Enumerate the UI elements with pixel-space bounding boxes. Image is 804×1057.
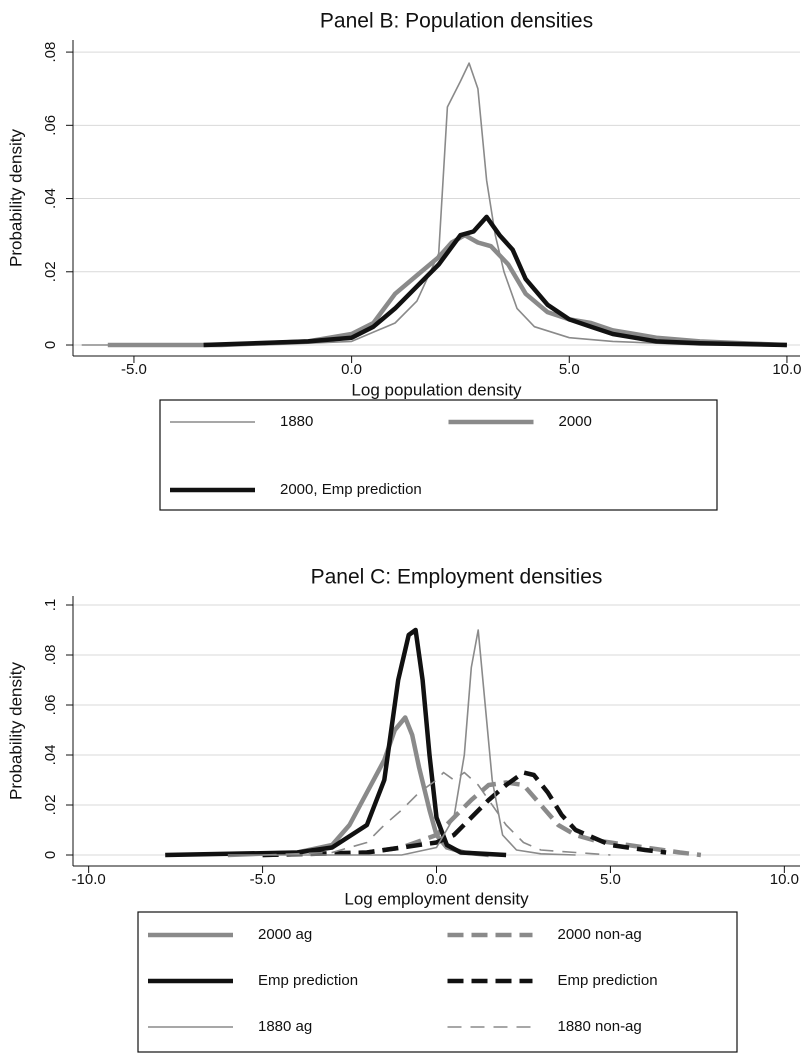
x-tick-label: -5.0 xyxy=(250,871,276,888)
legend-box xyxy=(159,399,718,511)
chart-title: Panel C: Employment densities xyxy=(311,566,603,589)
series-line xyxy=(262,770,667,858)
y-axis-label: Probability density xyxy=(6,129,25,267)
x-tick-label: 5.0 xyxy=(559,361,580,378)
legend-label: Emp prediction xyxy=(258,972,358,989)
y-tick-label: .02 xyxy=(42,261,59,282)
series-line xyxy=(107,232,787,348)
legend-label: Emp prediction xyxy=(558,972,658,989)
y-tick-label: 0 xyxy=(42,341,59,349)
y-tick-label: .08 xyxy=(42,645,59,666)
x-tick-label: 10.0 xyxy=(770,871,799,888)
legend-label: 1880 xyxy=(280,413,313,430)
series-line xyxy=(262,780,702,858)
x-axis-label: Log population density xyxy=(351,380,522,399)
chart-title: Panel B: Population densities xyxy=(320,10,593,33)
y-tick-label: .1 xyxy=(42,599,59,612)
series-line xyxy=(203,214,787,348)
y-tick-label: .04 xyxy=(42,188,59,209)
y-tick-label: 0 xyxy=(42,851,59,859)
y-tick-label: .06 xyxy=(42,695,59,716)
series-line xyxy=(227,715,489,858)
series-line xyxy=(165,627,507,858)
legend-box xyxy=(137,911,738,1053)
x-axis-label: Log employment density xyxy=(344,889,529,908)
x-tick-label: 0.0 xyxy=(426,871,447,888)
legend-label: 2000, Emp prediction xyxy=(280,481,422,498)
legend-label: 2000 non-ag xyxy=(558,926,642,943)
x-tick-label: -5.0 xyxy=(121,361,147,378)
series-line xyxy=(81,62,787,346)
x-tick-label: 5.0 xyxy=(600,871,621,888)
x-tick-label: -10.0 xyxy=(72,871,106,888)
x-tick-label: 0.0 xyxy=(341,361,362,378)
y-axis-label: Probability density xyxy=(6,662,25,800)
legend-label: 2000 xyxy=(559,413,592,430)
y-tick-label: .04 xyxy=(42,745,59,766)
x-tick-label: 10.0 xyxy=(772,361,801,378)
series-line xyxy=(262,771,611,856)
legend-label: 1880 non-ag xyxy=(558,1018,642,1035)
y-tick-label: .06 xyxy=(42,115,59,136)
series-line xyxy=(227,629,576,856)
legend-label: 2000 ag xyxy=(258,926,312,943)
y-tick-label: .08 xyxy=(42,42,59,63)
legend-label: 1880 ag xyxy=(258,1018,312,1035)
y-tick-label: .02 xyxy=(42,795,59,816)
